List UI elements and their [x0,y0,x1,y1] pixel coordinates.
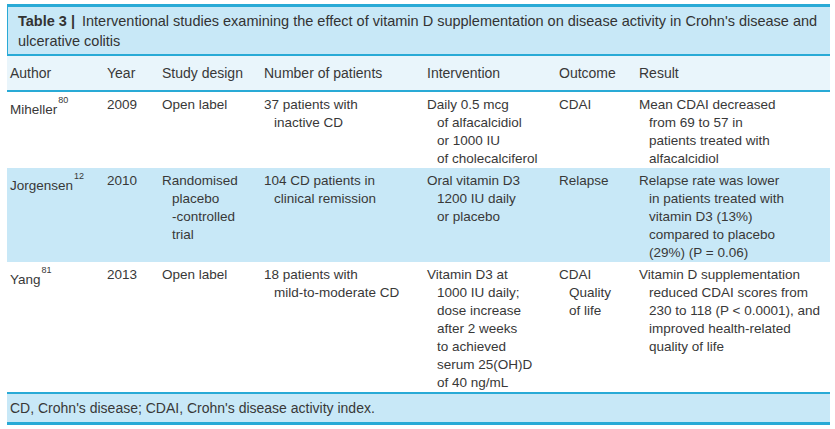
table-title: Table 3 |Interventional studies examinin… [7,4,830,56]
cell-year: 2013 [103,266,158,392]
table-row: Miheller80 2009 Open label 37 patients w… [7,92,830,168]
cell-patients: 37 patients with inactive CD [260,96,423,168]
author-name: Jorgensen [10,178,73,193]
cell-outcome: CDAI [555,96,635,168]
cell-intervention: Daily 0.5 mcg of alfacalcidiol or 1000 I… [423,96,555,168]
table-body: Miheller80 2009 Open label 37 patients w… [7,92,830,392]
cell-year: 2009 [103,96,158,168]
table-caption: Interventional studies examining the eff… [18,13,817,49]
cell-outcome: Relapse [555,172,635,262]
reference-superscript: 81 [42,265,52,275]
table-number: Table 3 | [18,13,75,29]
column-header-outcome: Outcome [555,64,635,82]
reference-superscript: 12 [74,171,84,181]
table-footnote: CD, Crohn's disease; CDAI, Crohn's disea… [7,392,830,425]
cell-study-design: Randomised placebo -controlled trial [158,172,260,262]
cell-study-design: Open label [158,96,260,168]
cell-year: 2010 [103,172,158,262]
column-header-result: Result [635,64,830,82]
table-figure: Table 3 |Interventional studies examinin… [7,4,830,425]
column-header-author: Author [7,64,103,82]
cell-author: Jorgensen12 [7,172,103,262]
cell-result: Vitamin D supplementation reduced CDAI s… [635,266,830,392]
cell-patients: 104 CD patients in clinical remission [260,172,423,262]
cell-patients: 18 patients with mild-to-moderate CD [260,266,423,392]
column-header-intervention: Intervention [423,64,555,82]
cell-intervention: Oral vitamin D3 1200 IU daily or placebo [423,172,555,262]
cell-author: Miheller80 [7,96,103,168]
table-header: Author Year Study design Number of patie… [7,56,830,92]
cell-outcome: CDAI Quality of life [555,266,635,392]
table-row: Yang81 2013 Open label 18 patients with … [7,262,830,392]
column-header-number-of-patients: Number of patients [260,64,423,82]
cell-result: Mean CDAI decreased from 69 to 57 in pat… [635,96,830,168]
table-row: Jorgensen12 2010 Randomised placebo -con… [7,168,830,262]
reference-superscript: 80 [58,95,68,105]
author-name: Yang [10,272,41,287]
column-header-study-design: Study design [158,64,260,82]
cell-intervention: Vitamin D3 at 1000 IU daily; dose increa… [423,266,555,392]
cell-result: Relapse rate was lower in patients treat… [635,172,830,262]
column-header-year: Year [103,64,158,82]
author-name: Miheller [10,102,57,117]
cell-study-design: Open label [158,266,260,392]
cell-author: Yang81 [7,266,103,392]
